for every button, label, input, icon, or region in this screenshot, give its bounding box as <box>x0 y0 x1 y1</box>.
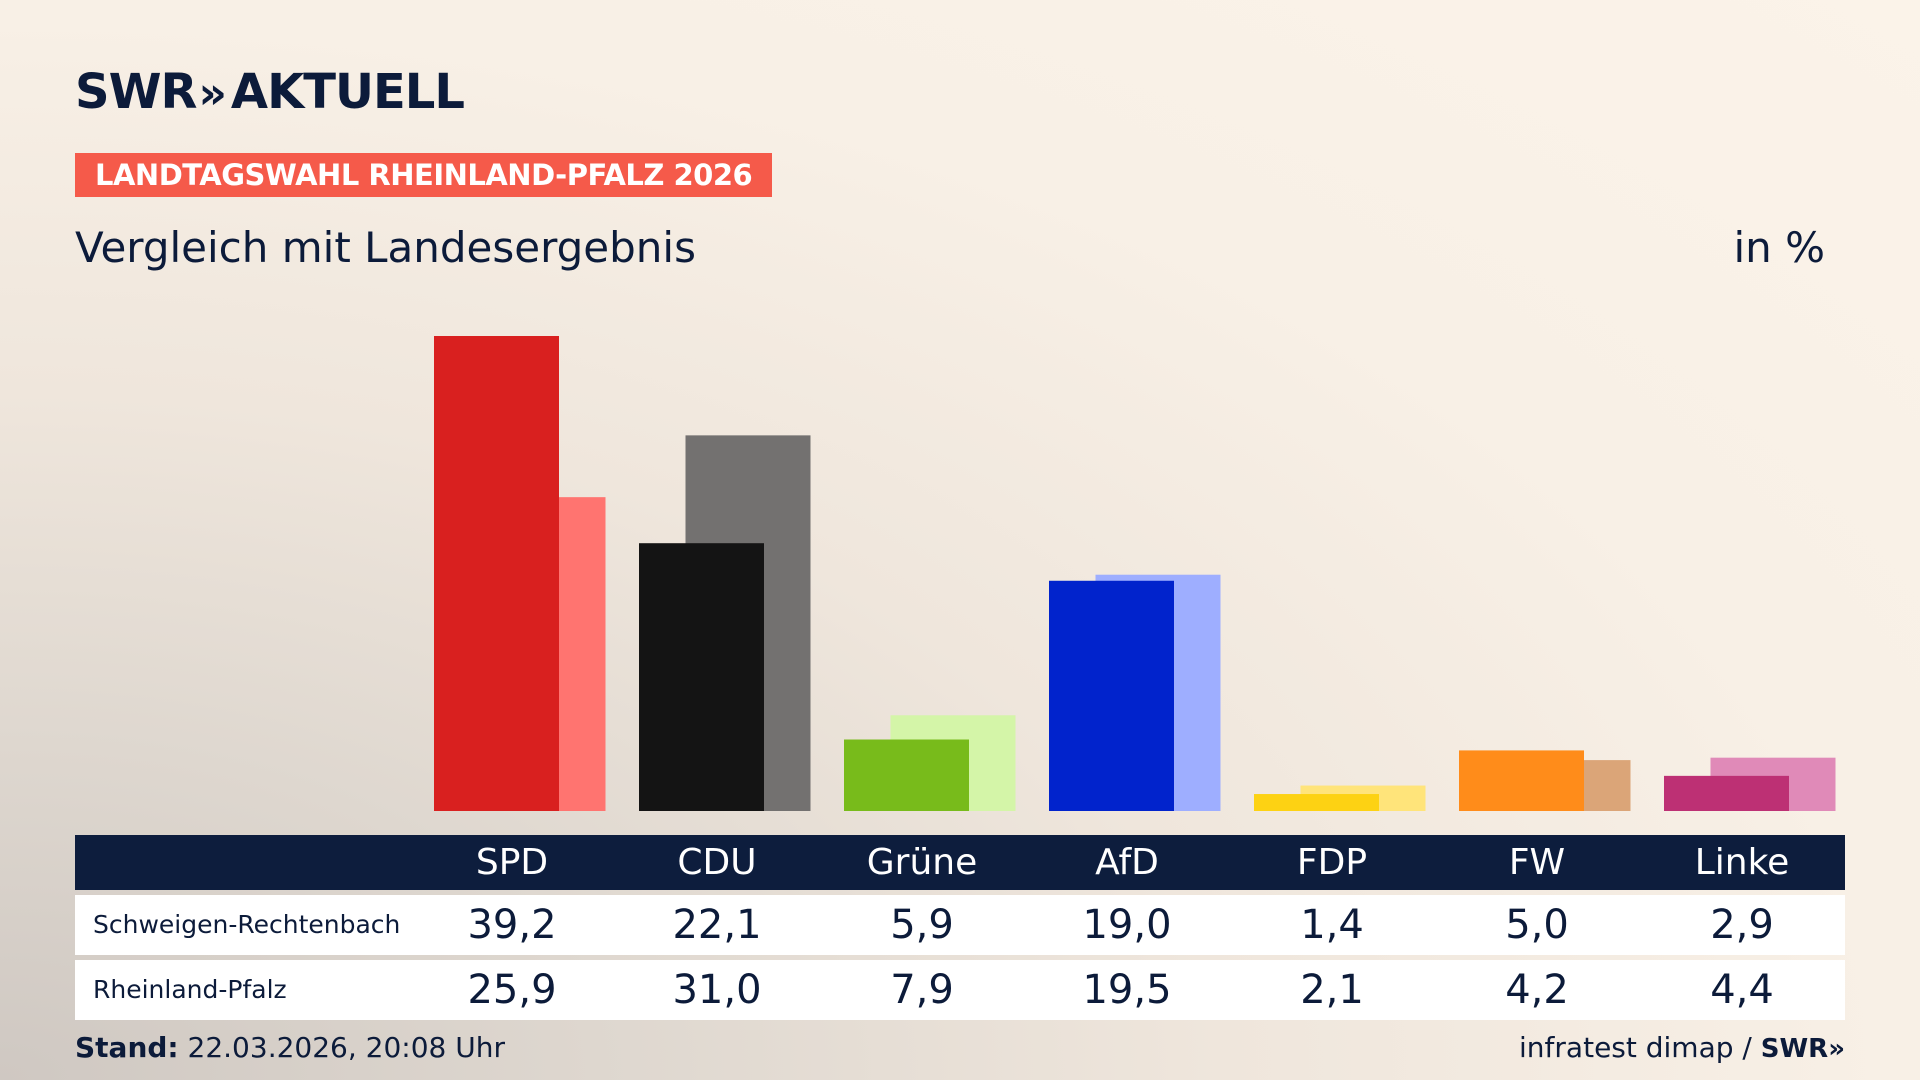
unit-label: in % <box>1733 223 1825 272</box>
cell-local-linke: 2,9 <box>1710 902 1774 948</box>
cell-local-fdp: 1,4 <box>1300 902 1364 948</box>
cell-local-grüne: 5,9 <box>890 902 954 948</box>
bar-local-cdu <box>639 543 764 811</box>
cell-state-spd: 25,9 <box>467 967 557 1013</box>
source-credit: infratest dimap / SWR» <box>1519 1030 1845 1067</box>
row-label-state: Rheinland-Pfalz <box>93 975 287 1004</box>
swr-aktuell-logo: SWR» AKTUELL <box>75 68 465 118</box>
col-header-cdu: CDU <box>677 842 757 883</box>
col-header-fdp: FDP <box>1296 842 1368 883</box>
cell-state-afd: 19,5 <box>1082 967 1172 1013</box>
results-table: SPD CDU Grüne AfD FDP FW Linke Schweigen-Recht… <box>75 835 1845 1020</box>
col-header-afd: AfD <box>1095 842 1159 883</box>
election-badge: LANDTAGSWAHL RHEINLAND-PFALZ 2026 <box>75 153 773 197</box>
source-swr-logo: SWR» <box>1760 1034 1845 1064</box>
cell-local-afd: 19,0 <box>1082 902 1172 948</box>
col-header-fw: FW <box>1508 842 1566 883</box>
cell-state-fdp: 2,1 <box>1300 967 1364 1013</box>
stand-value: 22.03.2026, 20:08 Uhr <box>187 1031 505 1064</box>
bar-local-afd <box>1049 580 1174 811</box>
bar-local-fw <box>1459 750 1584 811</box>
bar-local-fdp <box>1254 794 1379 811</box>
table-row-local: Schweigen-Rechtenbach 39,2 22,1 5,9 19,0 1,4… <box>75 895 1845 955</box>
table-row-state: Rheinland-Pfalz 25,9 31,0 7,9 19,5 2,1 4,2 4,4 <box>75 960 1845 1020</box>
stand-label: Stand: <box>75 1031 179 1064</box>
cell-state-cdu: 31,0 <box>672 967 762 1013</box>
bar-local-linke <box>1664 775 1789 811</box>
cell-state-linke: 4,4 <box>1710 967 1774 1013</box>
cell-state-grüne: 7,9 <box>890 967 954 1013</box>
col-header-linke: Linke <box>1694 842 1790 883</box>
cell-local-spd: 39,2 <box>467 902 557 948</box>
bar-local-grüne <box>844 739 969 811</box>
col-header-grüne: Grüne <box>866 842 978 883</box>
logo-brand: SWR <box>75 64 197 120</box>
timestamp: Stand: 22.03.2026, 20:08 Uhr <box>75 1030 505 1066</box>
source-text: infratest dimap / <box>1519 1031 1752 1064</box>
cell-local-cdu: 22,1 <box>672 902 762 948</box>
table-header-row: SPD CDU Grüne AfD FDP FW Linke <box>75 835 1845 890</box>
cell-state-fw: 4,2 <box>1505 967 1569 1013</box>
cell-local-fw: 5,0 <box>1505 902 1569 948</box>
col-header-spd: SPD <box>475 842 549 883</box>
chart-subtitle: Vergleich mit Landesergebnis <box>75 223 696 272</box>
bar-local-spd <box>434 336 559 811</box>
row-label-local: Schweigen-Rechtenbach <box>93 910 401 939</box>
logo-suffix: AKTUELL <box>230 64 465 120</box>
